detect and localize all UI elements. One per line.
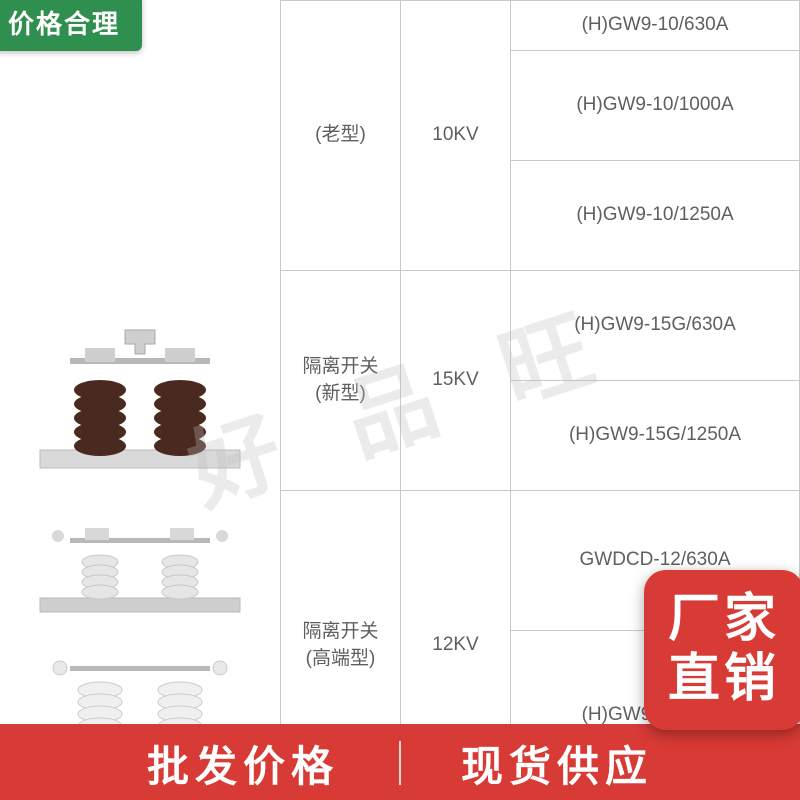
cell-type-main: 隔离开关 xyxy=(287,354,394,381)
cell-type: (老型) xyxy=(281,1,401,271)
banner-left-text: 批发价格 xyxy=(147,733,339,794)
cell-model: (H)GW9-10/1000A xyxy=(511,51,800,161)
isolator-new-icon xyxy=(30,510,250,620)
cell-model: (H)GW9-10/630A xyxy=(511,1,800,51)
product-image-2 xyxy=(30,510,250,620)
bottom-banner: 批发价格 现货供应 xyxy=(0,724,800,800)
cell-voltage: 15KV xyxy=(401,271,511,491)
product-image-1 xyxy=(30,310,250,480)
cell-model: (H)GW9-10/1250A xyxy=(511,161,800,271)
cell-type-main: 隔离开关 xyxy=(287,619,394,646)
page-root: (老型)10KV(H)GW9-10/630A(H)GW9-10/1000A(H)… xyxy=(0,0,800,800)
isolator-old-icon xyxy=(30,310,250,480)
cell-type: 隔离开关(新型) xyxy=(281,271,401,491)
table-row: (老型)10KV(H)GW9-10/630A xyxy=(281,1,800,51)
cell-type-sub: (新型) xyxy=(287,381,394,408)
cell-type-sub: (老型) xyxy=(287,122,394,149)
cell-model: (H)GW9-15G/1250A xyxy=(511,381,800,491)
price-reasonable-badge: 价格合理 xyxy=(0,0,142,51)
cell-voltage: 10KV xyxy=(401,1,511,271)
factory-direct-badge: 厂家 直销 xyxy=(644,570,800,730)
banner-right-text: 现货供应 xyxy=(461,733,653,794)
cell-type-sub: (高端型) xyxy=(287,646,394,673)
product-image-column xyxy=(0,0,280,800)
banner-separator xyxy=(399,741,401,785)
factory-direct-line2: 直销 xyxy=(668,650,780,710)
factory-direct-line1: 厂家 xyxy=(668,590,780,650)
cell-model: (H)GW9-15G/630A xyxy=(511,271,800,381)
table-row: 隔离开关(新型)15KV(H)GW9-15G/630A xyxy=(281,271,800,381)
